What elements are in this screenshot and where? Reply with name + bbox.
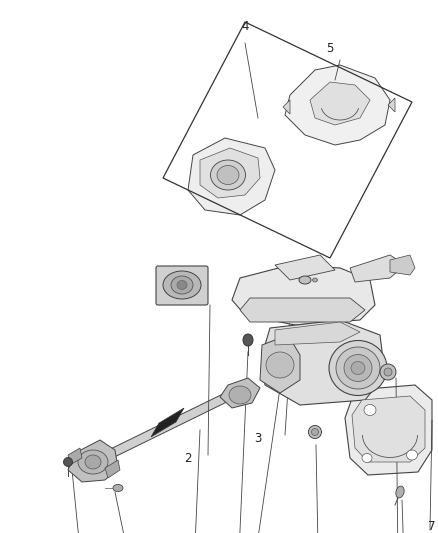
Polygon shape — [188, 138, 275, 215]
Ellipse shape — [406, 450, 417, 460]
Ellipse shape — [217, 166, 239, 184]
Ellipse shape — [329, 341, 387, 395]
Polygon shape — [283, 100, 290, 114]
Polygon shape — [275, 322, 360, 345]
Ellipse shape — [211, 160, 246, 190]
Ellipse shape — [311, 429, 318, 435]
Polygon shape — [240, 298, 365, 322]
Polygon shape — [68, 448, 82, 465]
Ellipse shape — [396, 486, 404, 498]
Ellipse shape — [380, 364, 396, 380]
Ellipse shape — [171, 276, 193, 294]
Ellipse shape — [308, 425, 321, 439]
Ellipse shape — [177, 280, 187, 289]
Ellipse shape — [364, 405, 376, 416]
Ellipse shape — [266, 352, 294, 378]
Polygon shape — [262, 320, 385, 405]
Text: 3: 3 — [254, 432, 261, 445]
Ellipse shape — [229, 386, 251, 404]
Polygon shape — [390, 255, 415, 275]
Ellipse shape — [163, 271, 201, 299]
Ellipse shape — [113, 484, 123, 491]
Text: 5: 5 — [326, 42, 334, 54]
Polygon shape — [345, 385, 432, 475]
Ellipse shape — [344, 354, 372, 382]
Polygon shape — [275, 255, 335, 280]
Ellipse shape — [85, 455, 101, 469]
Ellipse shape — [351, 361, 365, 375]
Polygon shape — [388, 98, 395, 112]
Polygon shape — [151, 408, 184, 437]
Polygon shape — [220, 378, 260, 408]
Text: 4: 4 — [241, 20, 249, 34]
Polygon shape — [260, 335, 300, 393]
Text: 7: 7 — [428, 521, 436, 533]
Polygon shape — [200, 148, 260, 198]
Polygon shape — [352, 396, 425, 462]
Ellipse shape — [362, 454, 372, 463]
Polygon shape — [68, 440, 118, 482]
Ellipse shape — [78, 450, 108, 474]
Text: 2: 2 — [184, 451, 192, 464]
Ellipse shape — [64, 457, 73, 466]
Polygon shape — [310, 82, 370, 125]
Ellipse shape — [336, 347, 380, 389]
Ellipse shape — [384, 368, 392, 376]
Polygon shape — [105, 460, 120, 478]
Ellipse shape — [299, 276, 311, 284]
Polygon shape — [285, 65, 390, 145]
Polygon shape — [350, 255, 405, 282]
Ellipse shape — [243, 334, 253, 346]
Polygon shape — [232, 265, 375, 325]
FancyBboxPatch shape — [156, 266, 208, 305]
Polygon shape — [84, 386, 239, 472]
Ellipse shape — [312, 278, 318, 282]
